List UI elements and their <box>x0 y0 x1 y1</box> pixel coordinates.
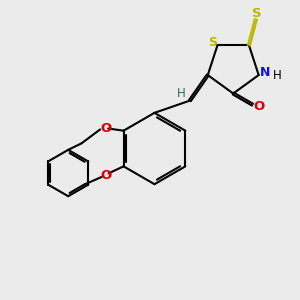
Text: S: S <box>208 36 217 49</box>
Text: H: H <box>177 87 185 100</box>
Text: N: N <box>260 66 270 79</box>
Text: H: H <box>273 68 281 82</box>
Text: S: S <box>252 7 261 20</box>
Text: O: O <box>100 122 111 135</box>
Text: O: O <box>100 169 112 182</box>
Text: O: O <box>254 100 265 113</box>
